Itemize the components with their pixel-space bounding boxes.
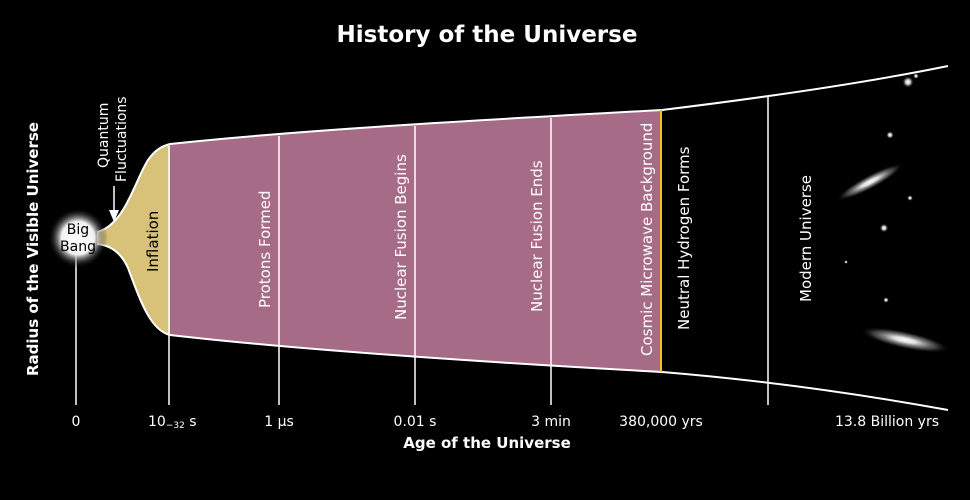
star-icon <box>844 260 848 264</box>
spiral-galaxy-icon <box>859 327 951 353</box>
tick-label-380k: 380,000 yrs <box>619 414 703 430</box>
era-label-cmb: Cosmic Microwave Background <box>638 123 656 356</box>
spiral-galaxy-icon <box>836 163 904 201</box>
lower-boundary-line <box>96 243 949 411</box>
star-icon <box>886 131 894 139</box>
tick-label-microsecond: 1 µs <box>264 414 294 430</box>
tick-label-inflation: 10−32 s <box>148 414 197 431</box>
upper-boundary-line <box>96 65 949 233</box>
y-axis-title: Radius of the Visible Universe <box>24 122 42 376</box>
diagram-title: History of the Universe <box>337 22 638 48</box>
era-label-modern: Modern Universe <box>797 175 815 302</box>
x-axis-title: Age of the Universe <box>403 434 571 452</box>
era-label-fusion-begins: Nuclear Fusion Begins <box>392 154 410 320</box>
quantum-label-line1: Quantum <box>96 103 112 168</box>
star-icon <box>879 223 889 233</box>
big-bang-label-line1: Big <box>67 222 89 238</box>
star-icon <box>913 73 919 79</box>
era-label-neutral-hydrogen: Neutral Hydrogen Forms <box>675 146 693 330</box>
inflation-region <box>97 144 170 335</box>
era-label-protons: Protons Formed <box>256 191 274 308</box>
tick-label-3min: 3 min <box>531 414 571 430</box>
star-icon <box>907 195 913 201</box>
big-bang-label-line2: Bang <box>60 239 96 255</box>
star-icon <box>883 297 889 303</box>
tick-label-centisecond: 0.01 s <box>394 414 437 430</box>
star-icon <box>902 76 914 88</box>
quantum-arrow-head <box>109 210 119 222</box>
big-bang-glow <box>48 208 108 268</box>
tick-label-zero: 0 <box>72 414 81 430</box>
quantum-label-line2: Fluctuations <box>114 96 130 182</box>
tick-label-now: 13.8 Billion yrs <box>835 414 939 430</box>
era-label-inflation: Inflation <box>144 211 162 272</box>
era-label-fusion-ends: Nuclear Fusion Ends <box>528 160 546 312</box>
era-band <box>170 110 662 372</box>
